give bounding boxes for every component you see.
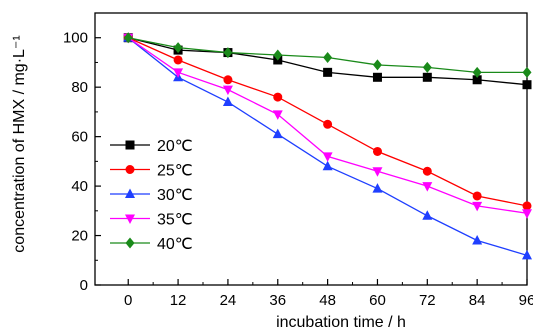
data-point	[173, 68, 184, 78]
legend-label: 20℃	[157, 138, 193, 155]
data-point	[422, 210, 433, 220]
data-point	[372, 59, 382, 71]
y-tick-label: 80	[71, 79, 88, 96]
x-tick-label: 0	[124, 292, 132, 309]
y-tick-label: 20	[71, 228, 88, 245]
data-point	[522, 66, 532, 78]
legend-label: 40℃	[157, 236, 193, 253]
data-point	[372, 183, 383, 193]
data-point	[422, 61, 432, 73]
x-tick-label: 72	[419, 292, 436, 309]
data-point	[372, 146, 382, 156]
data-point	[472, 191, 482, 201]
data-point	[123, 32, 133, 44]
data-point	[323, 119, 333, 129]
data-point	[372, 167, 383, 177]
data-point	[522, 209, 532, 219]
y-tick-label: 0	[80, 277, 88, 294]
data-point	[222, 85, 233, 96]
legend-label: 30℃	[157, 187, 193, 204]
data-point	[323, 52, 333, 64]
legend-marker	[125, 188, 135, 198]
x-axis-title: incubation time / h	[276, 314, 406, 331]
x-tick-label: 12	[170, 292, 187, 309]
legend-marker	[125, 214, 135, 224]
data-point	[522, 80, 532, 90]
data-point	[422, 72, 432, 82]
data-point	[472, 201, 483, 212]
data-point	[223, 75, 233, 85]
data-point	[522, 249, 532, 260]
x-tick-label: 36	[269, 292, 286, 309]
x-tick-label: 60	[369, 292, 386, 309]
data-point	[323, 67, 333, 77]
legend-label: 25℃	[157, 163, 193, 180]
x-tick-label: 24	[220, 292, 237, 309]
x-tick-label: 48	[319, 292, 336, 309]
data-point	[222, 96, 233, 107]
legend-marker	[125, 237, 135, 249]
legend-label: 35℃	[157, 212, 193, 229]
x-tick-label: 96	[519, 292, 533, 309]
y-tick-label: 60	[71, 129, 88, 146]
data-point	[173, 42, 183, 54]
data-point	[472, 234, 483, 245]
data-point	[272, 128, 283, 139]
data-point	[273, 92, 283, 102]
data-point	[422, 166, 432, 176]
y-axis-title: concentration of HMX / mg·L⁻¹	[11, 35, 28, 252]
data-point	[372, 72, 382, 82]
data-point	[223, 47, 233, 59]
plot-frame	[94, 12, 528, 286]
data-point	[422, 182, 433, 192]
y-tick-label: 40	[71, 178, 88, 195]
y-tick-label: 100	[63, 30, 88, 47]
data-point	[472, 66, 482, 78]
data-point	[322, 152, 333, 162]
data-point	[472, 75, 482, 85]
data-point	[322, 160, 333, 171]
data-point	[272, 110, 283, 120]
data-point	[522, 201, 532, 211]
x-tick-label: 84	[469, 292, 486, 309]
legend-marker	[125, 165, 135, 174]
legend-marker	[125, 140, 135, 150]
data-point	[273, 49, 283, 61]
data-point	[173, 55, 183, 65]
